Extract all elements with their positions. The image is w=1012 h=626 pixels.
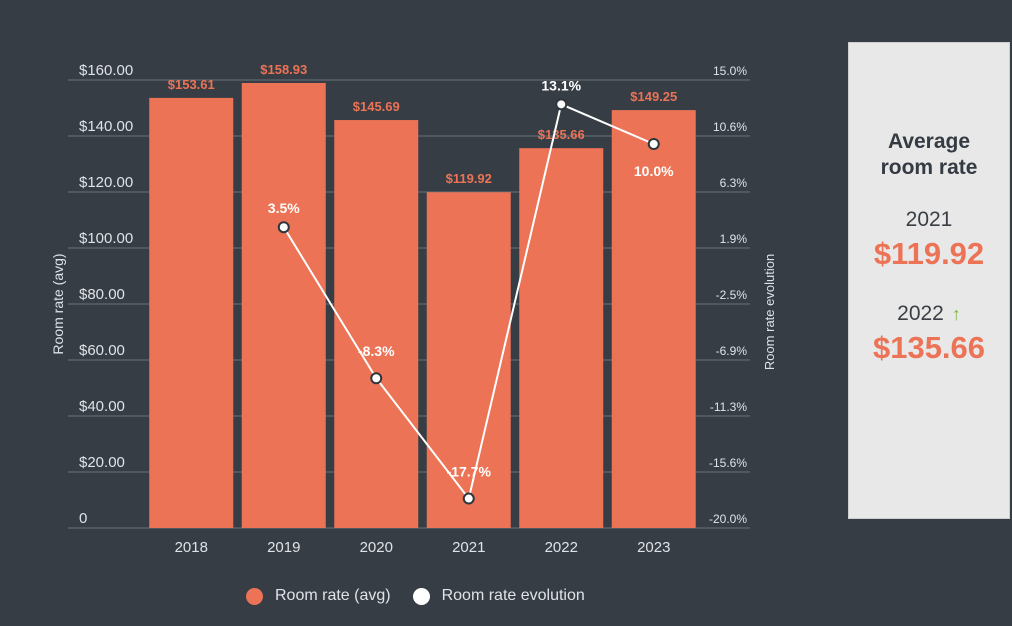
card-title-line1: Average (887, 130, 971, 153)
evolution-point (462, 492, 475, 505)
evolution-label: -17.7% (447, 464, 492, 480)
bar (519, 148, 604, 529)
evolution-point (555, 98, 568, 111)
x-tick-label: 2021 (452, 539, 485, 556)
bar (334, 120, 419, 529)
y-axis-title: Room rate (avg) (50, 253, 66, 354)
y2-tick-label: -20.0% (709, 512, 747, 526)
chart-area: 0 -20.0% $20.00 -15.6% $40.00 -11.3% $60.00 -6.… (50, 62, 777, 556)
y-tick-label: $100.00 (79, 230, 133, 247)
card-year-2-row: 2022 ↑ (849, 302, 1009, 326)
x-tick-label: 2019 (267, 539, 300, 556)
y2-axis-title: Room rate evolution (762, 254, 777, 370)
y-tick-label: $60.00 (79, 342, 125, 359)
evolution-point (370, 372, 383, 385)
evolution-label: -8.3% (358, 343, 395, 359)
y2-tick-label: 1.9% (720, 232, 748, 246)
y2-tick-label: 15.0% (713, 64, 747, 78)
bar-value-label: $135.66 (538, 127, 585, 142)
card-value-2: $135.66 (872, 330, 986, 365)
evolution-label: 10.0% (634, 163, 674, 179)
y2-tick-label: -15.6% (709, 456, 747, 470)
arrow-up-icon: ↑ (951, 303, 961, 324)
y2-tick-label: -11.3% (710, 400, 747, 414)
y-tick-label: $80.00 (79, 286, 125, 303)
combo-chart: 0 -20.0% $20.00 -15.6% $40.00 -11.3% $60.00 -6.… (50, 62, 777, 556)
y-tick-label: $160.00 (79, 62, 133, 79)
y2-tick-label: -6.9% (716, 344, 748, 358)
average-room-rate-card: Average room rate 2021 $119.92 2022 ↑ $1… (848, 42, 1010, 519)
bar (611, 110, 696, 528)
y-tick-label: $40.00 (79, 398, 125, 415)
bar-value-label: $119.92 (446, 171, 492, 186)
evolution-label: 3.5% (268, 200, 300, 216)
x-tick-label: 2020 (360, 539, 393, 556)
legend-swatch-bar (246, 587, 263, 605)
bar (426, 192, 511, 528)
chart-legend: Room rate (avg) Room rate evolution (246, 584, 601, 608)
card-year-1: 2021 (905, 208, 953, 231)
legend-label-room-rate: Room rate (avg) (275, 587, 391, 604)
card-title-line2: room rate (880, 156, 978, 179)
y2-tick-label: 10.6% (713, 120, 747, 134)
bar (241, 82, 326, 528)
legend-label-evolution: Room rate evolution (441, 587, 585, 604)
evolution-label: 13.1% (541, 77, 581, 93)
card-value-1: $119.92 (873, 236, 985, 271)
y-tick-label: 0 (79, 510, 87, 527)
y-tick-label: $140.00 (79, 118, 133, 135)
card-year-2: 2022 (897, 302, 944, 325)
x-tick-label: 2018 (175, 539, 208, 556)
evolution-point (647, 138, 660, 150)
bar-value-label: $158.93 (260, 62, 307, 77)
y-tick-label: $120.00 (79, 174, 133, 191)
x-tick-label: 2022 (545, 539, 578, 556)
legend-item-room-rate[interactable]: Room rate (avg) (246, 587, 391, 605)
y-tick-label: $20.00 (79, 454, 125, 471)
legend-item-evolution[interactable]: Room rate evolution (412, 587, 585, 605)
y2-tick-label: 6.3% (720, 176, 748, 190)
y2-tick-label: -2.5% (716, 288, 748, 302)
bar (149, 97, 234, 528)
bar-value-label: $149.25 (630, 89, 677, 104)
legend-swatch-line (412, 587, 430, 605)
evolution-point (277, 221, 290, 234)
bar-value-label: $153.61 (168, 77, 215, 92)
card-title: Average room rate (849, 129, 1009, 181)
x-tick-label: 2023 (637, 539, 670, 556)
bar-value-label: $145.69 (353, 99, 400, 114)
